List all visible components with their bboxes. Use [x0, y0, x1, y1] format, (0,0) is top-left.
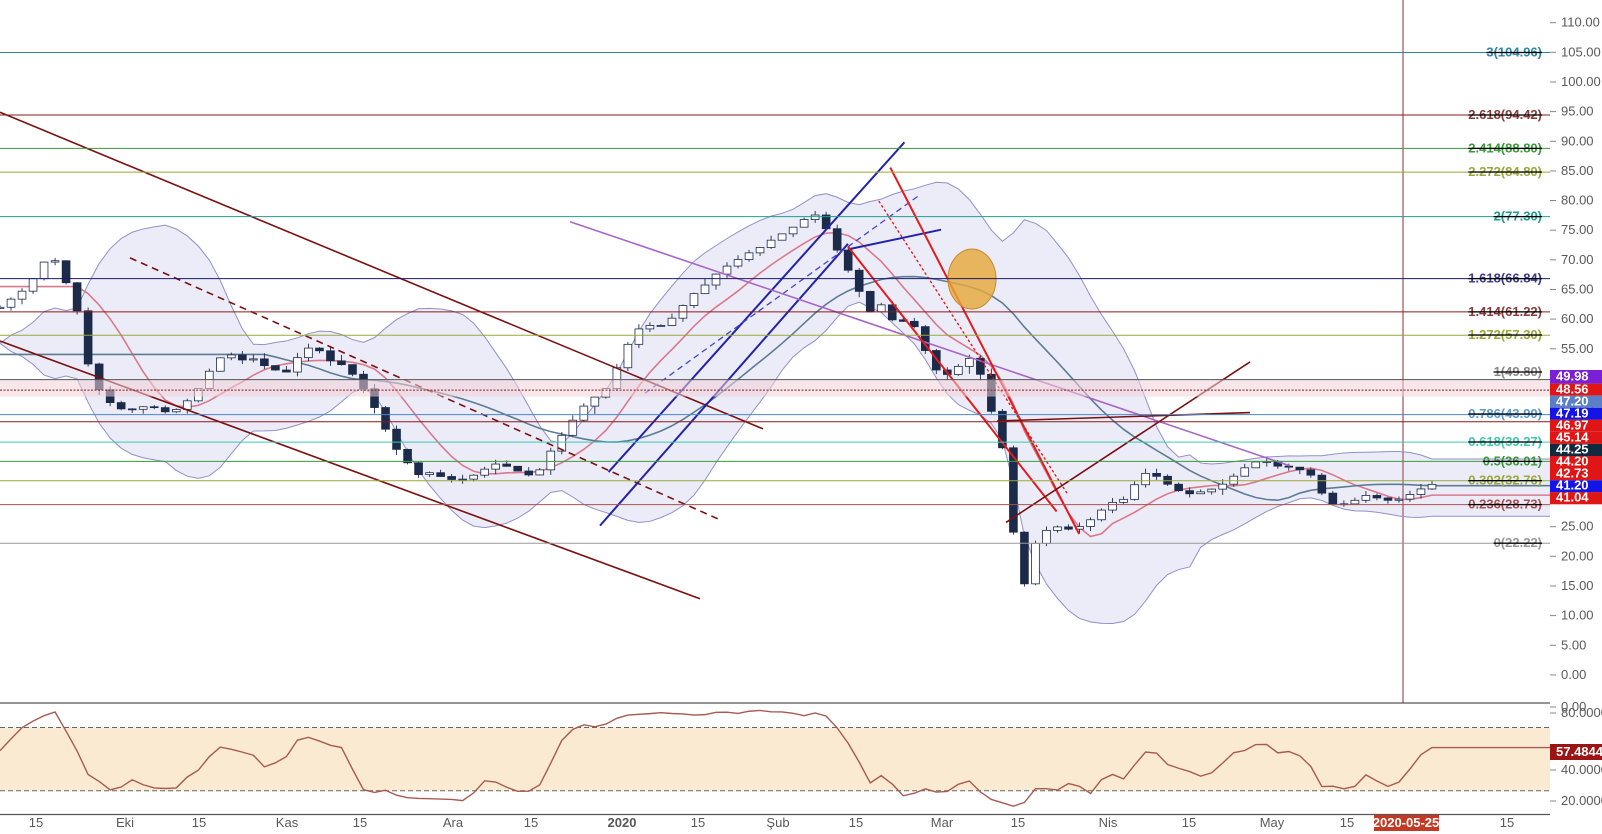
svg-text:57.4844: 57.4844 [1556, 744, 1602, 759]
svg-text:Ara: Ara [443, 815, 464, 830]
svg-text:1(49.80): 1(49.80) [1494, 364, 1542, 379]
svg-text:0.302(32.76): 0.302(32.76) [1468, 473, 1542, 488]
svg-text:85.00: 85.00 [1561, 163, 1594, 178]
svg-text:40.0000: 40.0000 [1561, 762, 1602, 777]
svg-text:2020: 2020 [608, 815, 637, 830]
svg-text:15: 15 [849, 815, 863, 830]
svg-text:20.00: 20.00 [1561, 548, 1594, 563]
svg-text:15: 15 [691, 815, 705, 830]
svg-text:2.618(94.42): 2.618(94.42) [1468, 107, 1542, 122]
svg-text:Kas: Kas [276, 815, 299, 830]
svg-text:Eki: Eki [116, 815, 134, 830]
svg-text:75.00: 75.00 [1561, 222, 1594, 237]
svg-text:0.5(36.01): 0.5(36.01) [1483, 453, 1542, 468]
svg-text:55.00: 55.00 [1561, 341, 1594, 356]
svg-text:2020-05-25: 2020-05-25 [1373, 815, 1440, 830]
svg-text:2(77.30): 2(77.30) [1494, 209, 1542, 224]
svg-text:25.00: 25.00 [1561, 519, 1594, 534]
svg-text:3(104.96): 3(104.96) [1486, 45, 1542, 60]
svg-text:100.00: 100.00 [1561, 74, 1601, 89]
svg-text:2.414(88.80): 2.414(88.80) [1468, 140, 1542, 155]
svg-text:90.00: 90.00 [1561, 133, 1594, 148]
svg-text:0.236(28.73): 0.236(28.73) [1468, 497, 1542, 512]
svg-text:15: 15 [192, 815, 206, 830]
svg-text:0.618(39.27): 0.618(39.27) [1468, 434, 1542, 449]
svg-text:110.00: 110.00 [1561, 15, 1600, 30]
svg-text:10.00: 10.00 [1561, 608, 1594, 623]
svg-text:15: 15 [29, 815, 43, 830]
svg-text:1.414(61.22): 1.414(61.22) [1468, 304, 1542, 319]
svg-text:0.00: 0.00 [1561, 667, 1586, 682]
svg-text:0.786(43.90): 0.786(43.90) [1468, 406, 1542, 421]
svg-text:15: 15 [1011, 815, 1025, 830]
svg-text:1.272(57.30): 1.272(57.30) [1468, 327, 1542, 342]
svg-text:15: 15 [353, 815, 367, 830]
svg-text:15: 15 [1500, 815, 1514, 830]
svg-text:15: 15 [1182, 815, 1196, 830]
svg-text:Mar: Mar [931, 815, 954, 830]
svg-text:15: 15 [1340, 815, 1354, 830]
svg-text:65.00: 65.00 [1561, 282, 1594, 297]
svg-text:80.0000: 80.0000 [1561, 705, 1602, 720]
svg-text:May: May [1260, 815, 1285, 830]
svg-text:5.00: 5.00 [1561, 637, 1586, 652]
svg-text:15.00: 15.00 [1561, 578, 1594, 593]
svg-text:80.00: 80.00 [1561, 193, 1594, 208]
svg-text:0(22.22): 0(22.22) [1494, 535, 1542, 550]
svg-text:1.618(66.84): 1.618(66.84) [1468, 271, 1542, 286]
svg-text:95.00: 95.00 [1561, 104, 1594, 119]
svg-text:15: 15 [524, 815, 538, 830]
svg-text:41.04: 41.04 [1556, 490, 1589, 505]
svg-text:Şub: Şub [766, 815, 789, 830]
svg-text:105.00: 105.00 [1561, 44, 1601, 59]
svg-text:70.00: 70.00 [1561, 252, 1594, 267]
svg-text:2.272(84.80): 2.272(84.80) [1468, 164, 1542, 179]
svg-text:20.0000: 20.0000 [1561, 793, 1602, 808]
svg-text:60.00: 60.00 [1561, 311, 1594, 326]
svg-text:Nis: Nis [1099, 815, 1118, 830]
